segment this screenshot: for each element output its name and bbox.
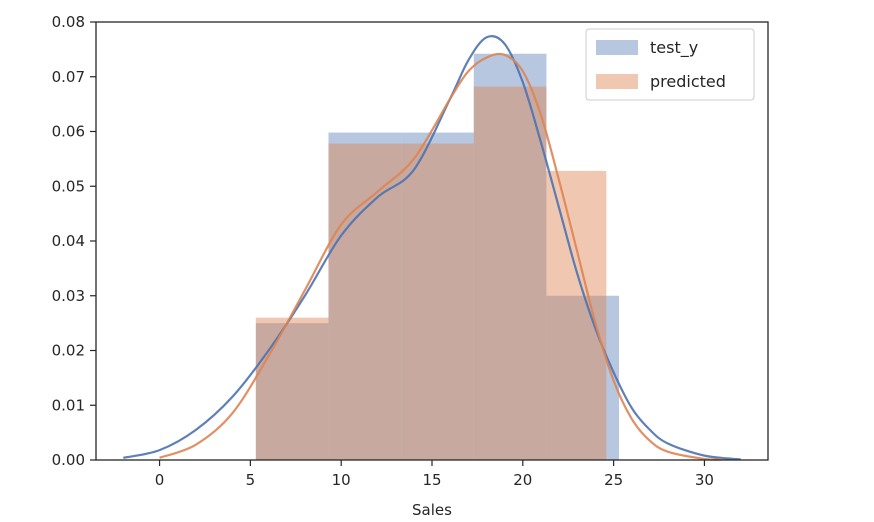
x-tick-label: 5 bbox=[246, 471, 256, 489]
histogram-bar-test-y bbox=[255, 323, 329, 460]
histogram-bar-test-y bbox=[328, 132, 402, 460]
kde-curves bbox=[123, 35, 741, 461]
x-tick-label: 15 bbox=[422, 471, 441, 489]
x-tick-label: 20 bbox=[513, 471, 532, 489]
y-tick-label: 0.07 bbox=[52, 68, 85, 86]
legend-swatch-test-y bbox=[596, 40, 638, 55]
histogram-bar-test-y bbox=[401, 132, 474, 460]
y-tick-label: 0.06 bbox=[52, 123, 85, 141]
histogram-bar-predicted bbox=[328, 143, 402, 461]
kde-line-test-y bbox=[123, 35, 741, 461]
legend: test_y predicted bbox=[585, 28, 755, 101]
x-axis-title: Sales bbox=[412, 501, 452, 519]
x-tick-label: 25 bbox=[604, 471, 623, 489]
histogram-bar-predicted bbox=[473, 86, 547, 460]
histogram-bar-predicted bbox=[546, 170, 607, 461]
y-tick-label: 0.00 bbox=[52, 451, 85, 469]
histogram-bars bbox=[255, 53, 620, 461]
legend-label-test-y: test_y bbox=[650, 38, 698, 58]
y-tick-label: 0.01 bbox=[52, 396, 85, 414]
kde-line-predicted bbox=[159, 52, 723, 461]
legend-swatch-predicted bbox=[596, 74, 638, 89]
y-tick-label: 0.08 bbox=[52, 13, 85, 31]
x-tick-label: 10 bbox=[332, 471, 351, 489]
y-tick-label: 0.02 bbox=[52, 342, 85, 360]
x-tick-label: 30 bbox=[695, 471, 714, 489]
y-tick-label: 0.04 bbox=[52, 232, 85, 250]
histogram-bar-predicted bbox=[401, 143, 474, 461]
y-tick-label: 0.03 bbox=[52, 287, 85, 305]
x-axis-ticks: 0 5 10 15 20 25 30 bbox=[155, 460, 714, 489]
histogram-bar-test-y bbox=[546, 295, 620, 460]
y-axis-ticks: 0.00 0.01 0.02 0.03 0.04 0.05 0.06 0.07 0.08 bbox=[52, 13, 96, 469]
x-tick-label: 0 bbox=[155, 471, 165, 489]
legend-label-predicted: predicted bbox=[650, 72, 726, 91]
y-tick-label: 0.05 bbox=[52, 177, 85, 195]
legend-box bbox=[585, 28, 755, 101]
histogram-bar-predicted bbox=[255, 317, 329, 460]
